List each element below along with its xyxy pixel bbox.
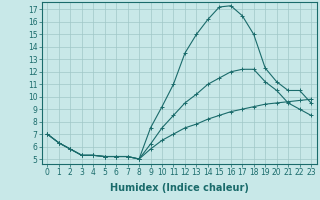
X-axis label: Humidex (Indice chaleur): Humidex (Indice chaleur) [110,183,249,193]
